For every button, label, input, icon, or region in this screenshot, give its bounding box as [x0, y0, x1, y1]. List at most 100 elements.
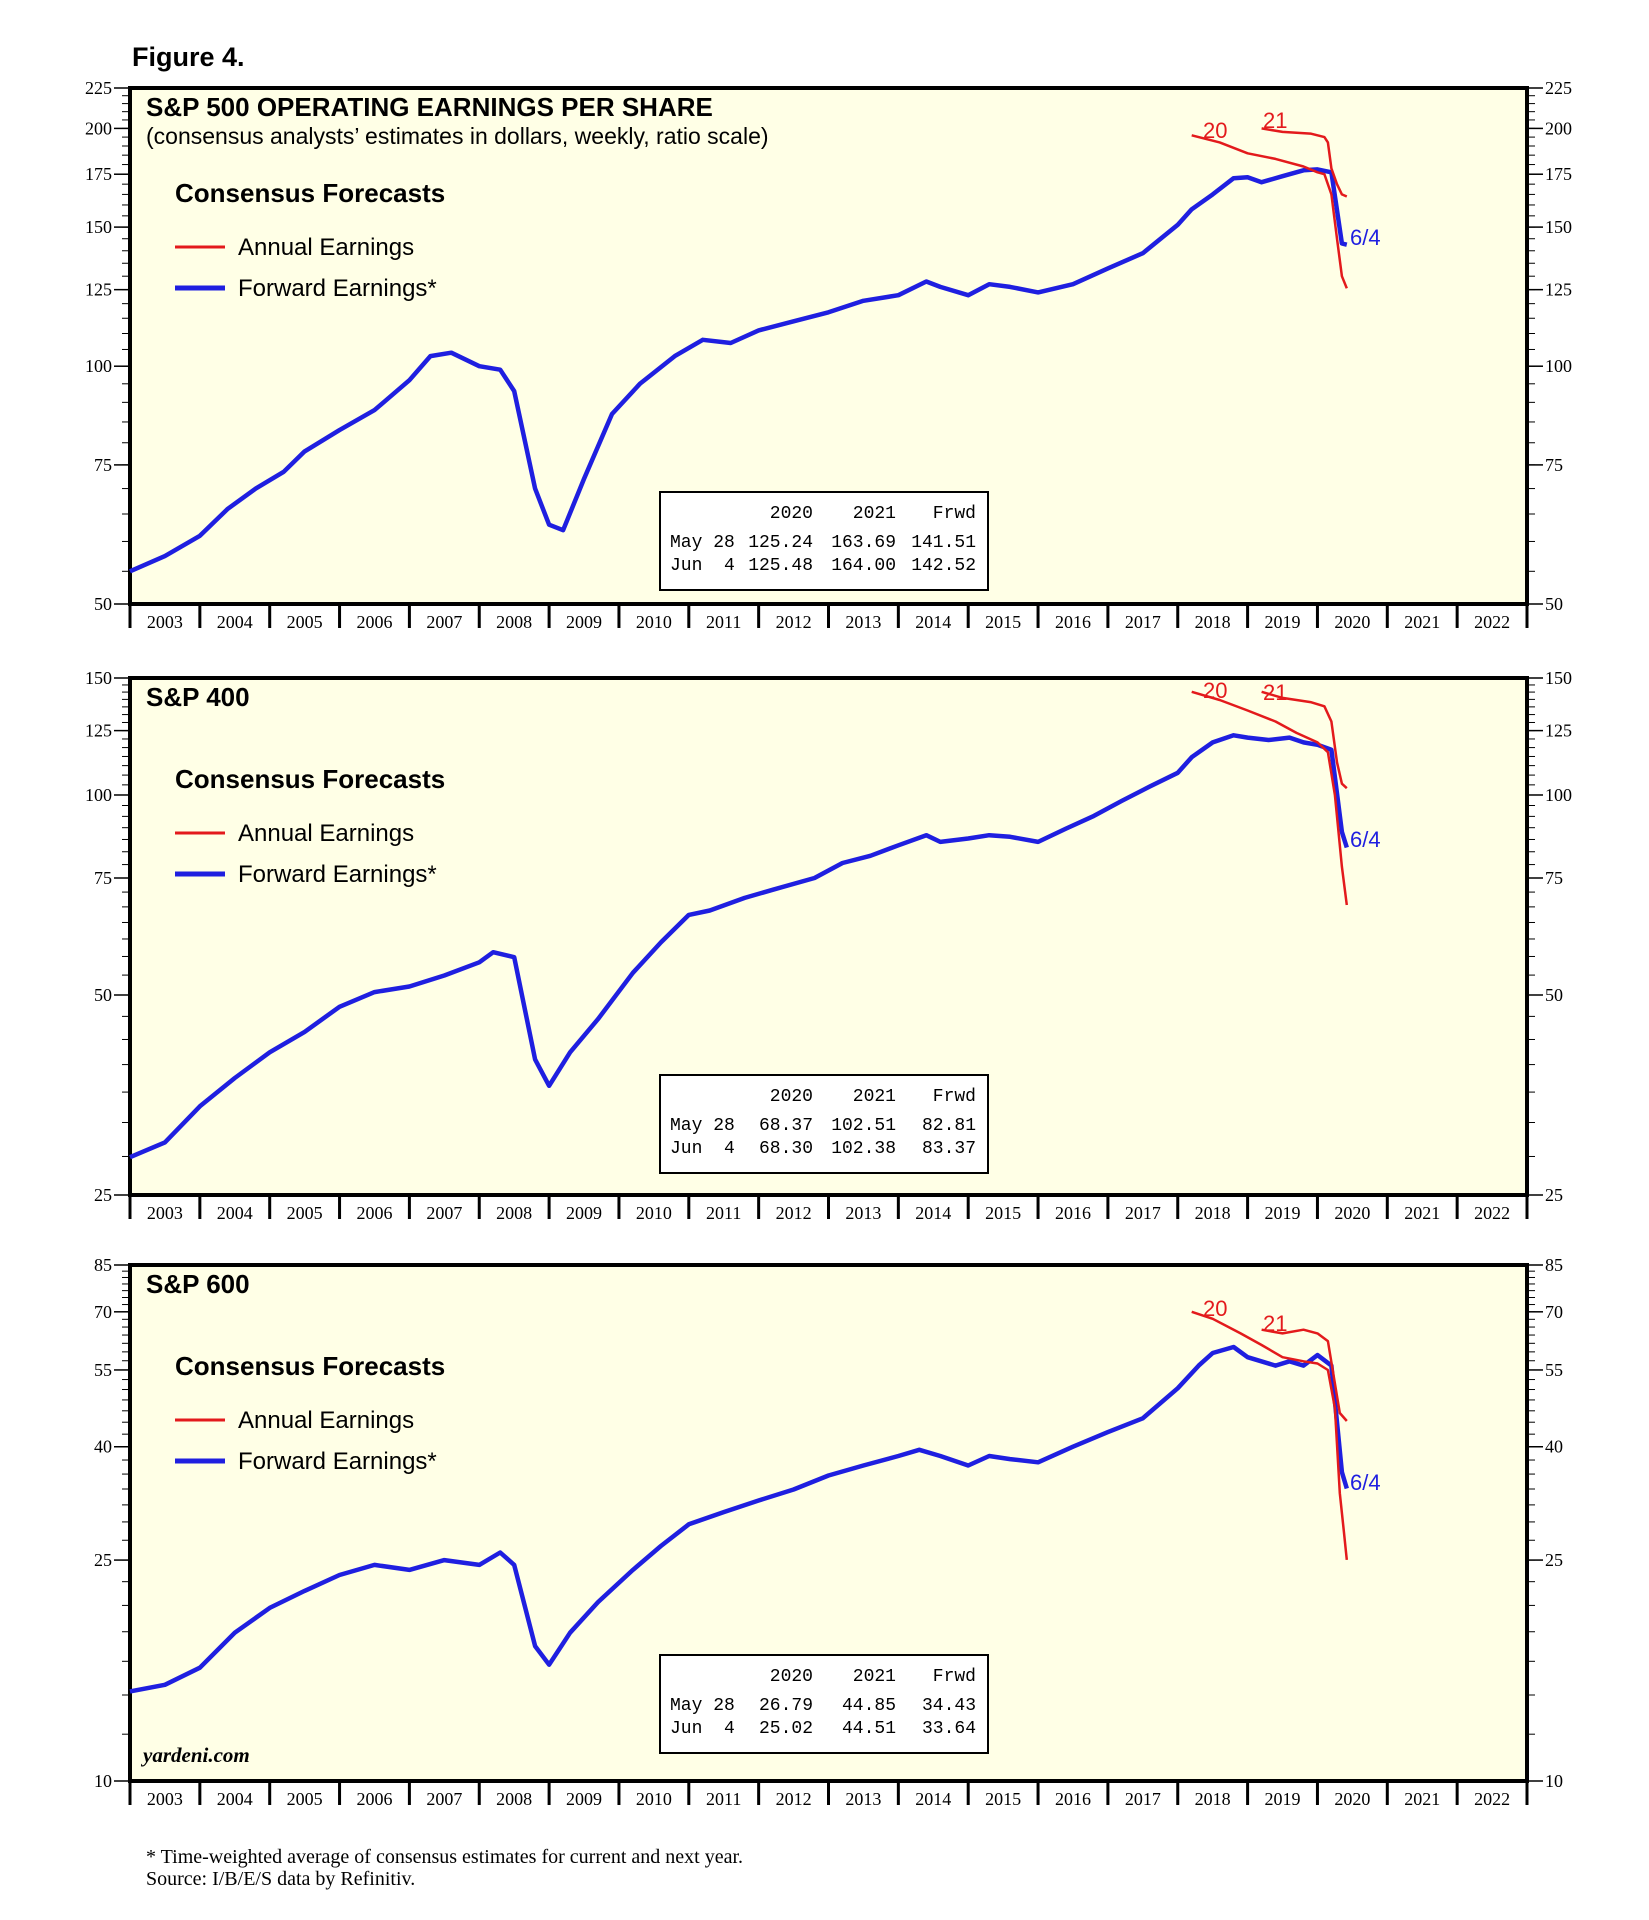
x-tick-label: 2021	[1404, 612, 1440, 632]
table-cell: 26.79	[759, 1696, 813, 1716]
y-tick-label-left: 150	[85, 668, 112, 688]
table-col-header: 2020	[770, 504, 813, 524]
x-tick-label: 2019	[1265, 1203, 1301, 1223]
x-tick-label: 2020	[1334, 612, 1370, 632]
y-tick-label-left: 70	[94, 1302, 112, 1322]
annotation-6-4: 6/4	[1350, 225, 1381, 250]
x-tick-label: 2022	[1474, 1203, 1510, 1223]
y-tick-label-left: 40	[94, 1437, 112, 1457]
table-cell: 44.85	[842, 1696, 896, 1716]
x-tick-label: 2014	[915, 1203, 951, 1223]
x-tick-label: 2015	[985, 612, 1021, 632]
y-tick-label-left: 50	[94, 594, 112, 614]
x-tick-label: 2007	[426, 1789, 462, 1809]
series-2020-annual-line	[1191, 134, 1348, 289]
x-tick-label: 2009	[566, 1789, 602, 1809]
x-tick-label: 2007	[426, 612, 462, 632]
panel-2: 25 25 50 50 75 75 100 100 125 125 150 150 2003 2004 20…	[85, 668, 1572, 1223]
table-cell: 82.81	[922, 1116, 976, 1136]
x-tick-label: 2022	[1474, 612, 1510, 632]
annotation-21: 21	[1263, 108, 1287, 133]
y-tick-label-right: 125	[1545, 721, 1572, 741]
table-col-header: 2020	[770, 1667, 813, 1687]
annotation-20: 20	[1203, 1296, 1227, 1321]
legend-label-annual: Annual Earnings	[238, 234, 414, 261]
table-row-label: Jun 4	[670, 1719, 735, 1739]
x-tick-label: 2015	[985, 1789, 1021, 1809]
y-tick-label-right: 200	[1545, 118, 1572, 138]
series-2021-annual-line	[1261, 127, 1348, 198]
x-tick-label: 2005	[287, 1203, 323, 1223]
annotation-21: 21	[1263, 680, 1287, 705]
y-tick-label-left: 10	[94, 1771, 112, 1791]
table-cell: 83.37	[922, 1139, 976, 1159]
data-table-box	[659, 491, 989, 591]
y-tick-label-right: 125	[1545, 280, 1572, 300]
table-cell: 44.51	[842, 1719, 896, 1739]
x-tick-label: 2003	[147, 1203, 183, 1223]
y-tick-label-left: 75	[94, 868, 112, 888]
footnote-line-2: Source: I/B/E/S data by Refinitiv.	[146, 1868, 416, 1890]
y-tick-label-right: 50	[1545, 985, 1563, 1005]
y-tick-label-left: 50	[94, 985, 112, 1005]
table-cell: 102.38	[831, 1139, 896, 1159]
series-2020-annual-line	[1191, 690, 1349, 906]
chart-subtitle: (consensus analysts’ estimates in dollar…	[146, 123, 769, 149]
series-forward-line	[129, 1344, 1349, 1694]
x-tick-label: 2022	[1474, 1789, 1510, 1809]
y-tick-label-right: 55	[1545, 1360, 1563, 1380]
x-tick-label: 2012	[776, 1203, 812, 1223]
table-cell: 68.37	[759, 1116, 813, 1136]
chart-title: S&P 400	[146, 682, 250, 712]
x-tick-label: 2011	[706, 612, 741, 632]
legend-label-annual: Annual Earnings	[238, 820, 414, 847]
x-tick-label: 2011	[706, 1789, 741, 1809]
figure-title: Figure 4.	[132, 42, 245, 72]
annotation-6-4: 6/4	[1350, 1470, 1381, 1495]
table-cell: 141.51	[911, 533, 976, 553]
legend-label-forward: Forward Earnings*	[238, 1448, 437, 1475]
x-tick-label: 2019	[1265, 1789, 1301, 1809]
x-tick-label: 2014	[915, 612, 951, 632]
x-tick-label: 2007	[426, 1203, 462, 1223]
x-tick-label: 2012	[776, 1789, 812, 1809]
series-forward-line	[129, 167, 1348, 574]
x-tick-label: 2008	[496, 612, 532, 632]
x-tick-label: 2012	[776, 612, 812, 632]
x-tick-label: 2004	[217, 612, 253, 632]
x-tick-label: 2011	[706, 1203, 741, 1223]
x-tick-label: 2010	[636, 1789, 672, 1809]
y-tick-label-right: 75	[1545, 455, 1563, 475]
data-table-box	[659, 1074, 989, 1174]
table-row-label: May 28	[670, 533, 735, 553]
table-cell: 142.52	[911, 556, 976, 576]
table-col-header: Frwd	[933, 504, 976, 524]
table-cell: 33.64	[922, 1719, 976, 1739]
x-tick-label: 2014	[915, 1789, 951, 1809]
y-tick-label-right: 85	[1545, 1255, 1563, 1275]
y-tick-label-right: 225	[1545, 78, 1572, 98]
y-tick-label-right: 70	[1545, 1302, 1563, 1322]
x-tick-label: 2010	[636, 1203, 672, 1223]
x-tick-label: 2017	[1125, 1789, 1161, 1809]
y-tick-label-left: 85	[94, 1255, 112, 1275]
y-tick-label-left: 55	[94, 1360, 112, 1380]
x-tick-label: 2020	[1334, 1789, 1370, 1809]
y-tick-label-right: 150	[1545, 217, 1572, 237]
x-tick-label: 2010	[636, 612, 672, 632]
x-tick-label: 2020	[1334, 1203, 1370, 1223]
table-row-label: May 28	[670, 1116, 735, 1136]
footnote: * Time-weighted average of consensus est…	[146, 1846, 743, 1890]
series-forward-line	[129, 733, 1349, 1160]
x-tick-label: 2003	[147, 612, 183, 632]
x-tick-label: 2013	[845, 1789, 881, 1809]
x-tick-label: 2019	[1265, 612, 1301, 632]
x-tick-label: 2016	[1055, 1203, 1091, 1223]
table-row-label: May 28	[670, 1696, 735, 1716]
y-tick-label-right: 50	[1545, 594, 1563, 614]
legend-label-forward: Forward Earnings*	[238, 275, 437, 302]
table-cell: 25.02	[759, 1719, 813, 1739]
table-col-header: 2021	[853, 1087, 896, 1107]
watermark-logo: yardeni.com	[140, 1743, 250, 1767]
x-tick-label: 2009	[566, 1203, 602, 1223]
